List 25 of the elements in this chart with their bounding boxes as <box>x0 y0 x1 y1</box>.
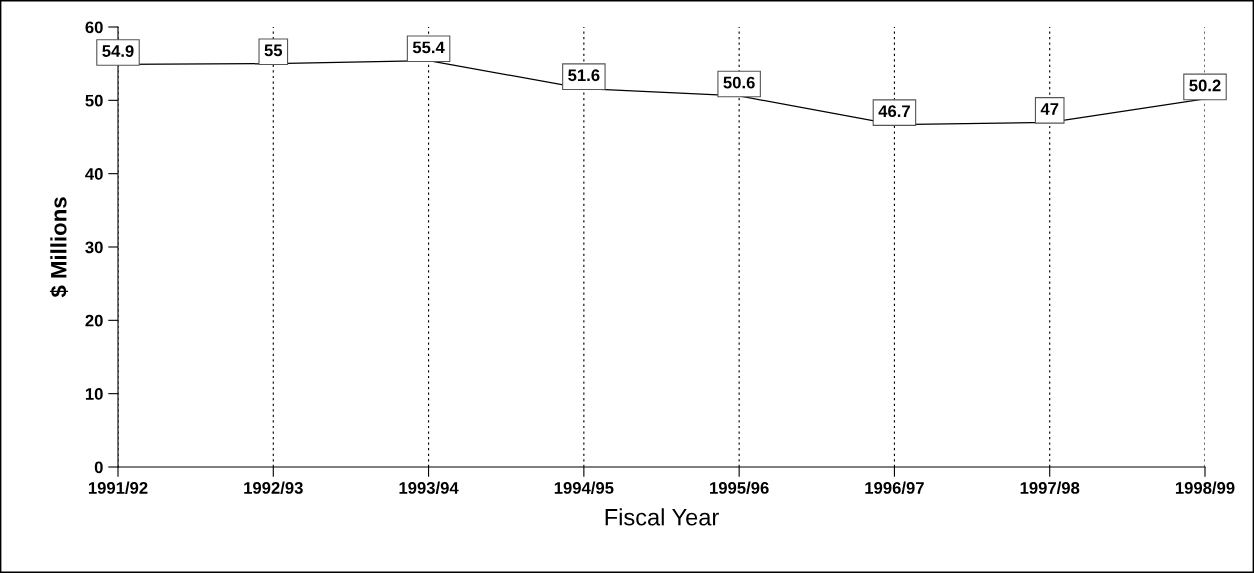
data-label: 50.6 <box>723 76 755 89</box>
data-label: 50.2 <box>1189 79 1221 92</box>
x-tick-label: 1998/99 <box>1175 481 1235 494</box>
x-tick-label: 1991/92 <box>88 481 148 494</box>
data-label: 55 <box>264 44 283 57</box>
data-label: 51.6 <box>568 69 600 82</box>
x-tick-label: 1997/98 <box>1020 481 1080 494</box>
y-tick-label: 10 <box>85 388 103 400</box>
x-tick-label: 1994/95 <box>554 481 614 494</box>
y-tick-label: 40 <box>85 168 103 180</box>
data-label: 54.9 <box>102 45 134 57</box>
data-label: 55.4 <box>412 41 445 54</box>
y-tick-label: 30 <box>85 241 103 254</box>
x-tick-label: 1993/94 <box>399 481 459 494</box>
x-tick-label: 1992/93 <box>244 481 303 494</box>
data-label: 46.7 <box>878 105 910 118</box>
x-tick-label: 1995/96 <box>710 481 769 494</box>
y-tick-label: 60 <box>85 21 103 34</box>
x-tick-label: 1996/97 <box>865 481 924 494</box>
y-axis-title: $ Millions <box>49 197 69 298</box>
y-tick-label: 20 <box>85 314 103 327</box>
y-tick-label: 50 <box>85 94 103 107</box>
y-tick-label: 0 <box>94 461 103 474</box>
x-axis-title: Fiscal Year <box>605 508 719 526</box>
data-label: 47 <box>1040 103 1059 115</box>
